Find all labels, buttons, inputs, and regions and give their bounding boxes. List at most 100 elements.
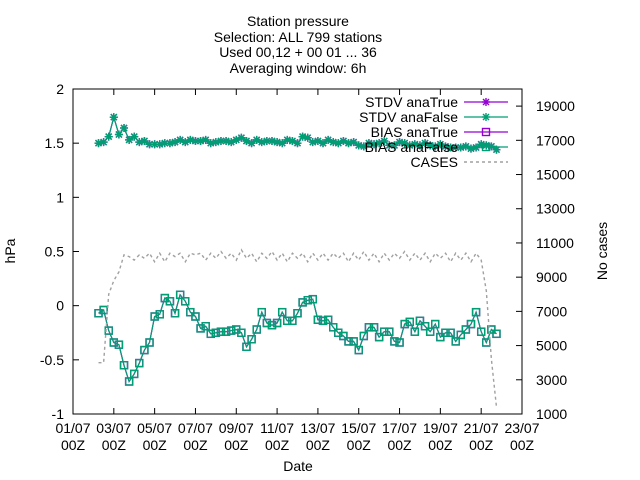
- data-point: [293, 309, 302, 318]
- x-tick-sublabel: 00Z: [265, 437, 290, 453]
- data-point: [206, 139, 215, 148]
- data-point: [308, 294, 318, 304]
- data-point: [441, 142, 450, 151]
- x-axis: 01/0700Z03/0700Z05/0700Z07/0700Z09/0700Z…: [55, 89, 540, 453]
- data-point: [277, 307, 287, 317]
- data-point: [257, 307, 266, 317]
- data-point: [451, 337, 460, 346]
- y2-tick-label: 5000: [536, 338, 567, 354]
- data-point: [425, 327, 435, 336]
- data-point: [196, 324, 205, 333]
- data-point: [109, 113, 118, 122]
- x-tick-sublabel: 00Z: [510, 437, 535, 453]
- data-point: [410, 140, 419, 149]
- data-point: [242, 342, 251, 352]
- y-axis-label: hPa: [2, 238, 18, 263]
- data-point: [385, 327, 394, 336]
- data-point: [119, 361, 129, 370]
- data-point: [344, 337, 353, 346]
- x-tick-sublabel: 00Z: [61, 437, 86, 453]
- data-point: [135, 358, 144, 368]
- data-point: [329, 323, 338, 332]
- data-point: [170, 309, 180, 318]
- data-point: [267, 137, 276, 145]
- x-axis-label: Date: [283, 458, 313, 474]
- y2-tick-label: 15000: [536, 167, 575, 183]
- legend-label: STDV anaTrue: [365, 94, 458, 110]
- data-point: [349, 138, 358, 147]
- data-point: [191, 312, 200, 321]
- x-tick-sublabel: 00Z: [469, 437, 494, 453]
- data-point: [165, 139, 174, 148]
- y2-tick-label: 11000: [536, 235, 574, 251]
- data-point: [283, 316, 292, 326]
- data-point: [273, 138, 282, 147]
- data-point: [186, 307, 195, 317]
- x-tick-label: 17/07: [382, 420, 417, 436]
- data-point: [349, 337, 358, 346]
- title-line-3: Used 00,12 + 00 01 ... 36: [219, 44, 377, 60]
- legend-item: BIAS anaTrue: [371, 124, 508, 140]
- data-point: [441, 328, 450, 337]
- data-point: [374, 332, 384, 342]
- data-point: [364, 139, 373, 148]
- legend-marker: [482, 98, 490, 106]
- title-line-1: Station pressure: [247, 13, 349, 29]
- data-point: [318, 316, 328, 326]
- data-point: [109, 338, 119, 347]
- data-point: [308, 138, 317, 147]
- legend-item: BIAS anaFalse: [365, 139, 508, 155]
- data-point: [436, 332, 445, 342]
- x-tick-sublabel: 00Z: [347, 437, 372, 453]
- data-point: [99, 305, 108, 315]
- data-point: [410, 327, 420, 336]
- data-point: [431, 319, 440, 329]
- data-point: [283, 135, 292, 144]
- data-point: [369, 323, 379, 332]
- data-point: [390, 141, 399, 150]
- data-point: [94, 139, 103, 148]
- series-stdv-anafalse: [94, 113, 501, 154]
- plot-series: [94, 113, 501, 408]
- data-point: [222, 137, 231, 145]
- y2-axis-label: No cases: [594, 222, 610, 280]
- y-axis: -1 -0.5 0 0.5 1 1.5 2: [40, 81, 79, 422]
- y2-tick-label: 3000: [536, 372, 567, 388]
- data-point: [395, 138, 404, 147]
- data-point: [466, 319, 476, 329]
- data-point: [165, 297, 175, 306]
- y2-tick-label: 19000: [536, 98, 575, 114]
- data-point: [272, 318, 282, 328]
- series-cases: [98, 248, 498, 408]
- data-point: [130, 132, 139, 141]
- data-point: [252, 325, 261, 334]
- legend-label: CASES: [411, 154, 458, 170]
- data-point: [323, 315, 333, 324]
- x-tick-label: 11/07: [260, 420, 294, 436]
- data-point: [135, 138, 144, 147]
- data-point: [288, 316, 297, 326]
- data-point: [181, 297, 190, 306]
- data-point: [155, 310, 164, 319]
- data-point: [293, 139, 302, 148]
- data-point: [405, 317, 414, 327]
- data-point: [313, 315, 323, 324]
- y2-axis: 1000 3000 5000 7000 9000 11000 13000 15000 17000…: [516, 98, 575, 422]
- data-point: [298, 298, 307, 307]
- data-point: [150, 312, 159, 321]
- x-tick-sublabel: 00Z: [224, 437, 249, 453]
- data-point: [405, 141, 414, 150]
- data-point: [124, 377, 134, 386]
- y-tick-label: 2: [56, 81, 64, 97]
- data-point: [104, 132, 113, 141]
- legend-marker: [482, 113, 490, 121]
- legend-label: BIAS anaTrue: [371, 124, 459, 140]
- y-tick-label: 0.5: [45, 244, 65, 260]
- data-point: [380, 327, 389, 336]
- data-point: [186, 135, 195, 144]
- x-tick-label: 21/07: [464, 420, 499, 436]
- legend-item: STDV anaTrue: [365, 94, 508, 110]
- x-tick-sublabel: 00Z: [143, 437, 168, 453]
